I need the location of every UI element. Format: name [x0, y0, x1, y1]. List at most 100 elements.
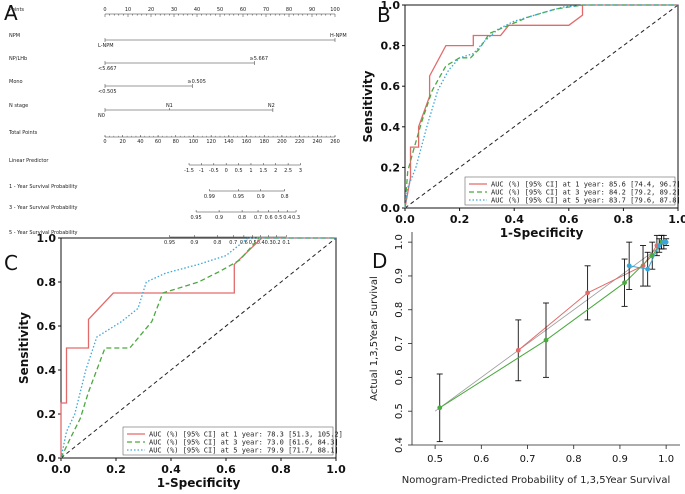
roc-curve-blue — [404, 4, 678, 209]
probability-tick-label: 1.5 — [259, 168, 267, 174]
y-tick-label: 1.0 — [394, 234, 405, 250]
y-tick-label: 0.5 — [394, 403, 405, 419]
total-points-tick-label: 160 — [242, 139, 252, 145]
calibration-point-green — [622, 280, 627, 286]
x-axis-title: Nomogram-Predicted Probability of 1,3,5Y… — [402, 475, 671, 486]
probability-tick-label: -0.5 — [209, 168, 219, 174]
roc-curve-red — [404, 4, 678, 209]
nomogram-row-label: 5 - Year Survival Probability — [9, 230, 78, 236]
y-tick-label: 0.7 — [394, 336, 405, 352]
legend-entry: AUC (%) [95% CI] at 1 year: 85.6 [74.4, … — [491, 181, 681, 189]
total-points-tick-label: 0 — [103, 139, 106, 145]
points-tick-label: 30 — [171, 7, 177, 13]
probability-tick-label: 0.5 — [249, 240, 257, 246]
probability-tick-label: 0.6 — [265, 215, 273, 221]
legend-entry: AUC (%) [95% CI] at 3 year: 73.0 [61.6, … — [149, 439, 339, 447]
x-tick-label: 0.9 — [612, 454, 628, 465]
x-tick-label: 0.0 — [51, 463, 71, 476]
probability-tick-label: 0.3 — [292, 215, 300, 221]
points-tick-label: 50 — [217, 7, 223, 13]
calibration-point-blue — [656, 243, 662, 248]
points-tick-label: 10 — [125, 7, 131, 13]
variable-mid-label: N1 — [166, 103, 173, 109]
y-tick-label: 0.6 — [394, 369, 405, 385]
probability-tick-label: 0.5 — [235, 168, 243, 174]
plot-frame — [60, 237, 337, 459]
x-tick-label: 0.2 — [106, 463, 126, 476]
y-tick-label: 1.0 — [381, 0, 401, 12]
variable-low-label: N0 — [98, 113, 105, 119]
variable-low-label: <0.505 — [98, 89, 117, 95]
x-tick-label: 0.8 — [614, 213, 634, 226]
y-axis-title: Actual 1,3,5Year Survival — [369, 276, 380, 401]
probability-tick-label: 0.95 — [191, 215, 202, 221]
y-tick-label: 0.0 — [37, 452, 57, 465]
y-tick-label: 0.2 — [37, 408, 57, 421]
points-tick-label: 90 — [309, 7, 315, 13]
probability-tick-label: 0 — [225, 168, 228, 174]
probability-tick-label: 0.7 — [229, 240, 237, 246]
points-tick-label: 20 — [148, 7, 154, 13]
calibration-line-red — [517, 241, 662, 351]
reference-diagonal — [60, 237, 337, 459]
x-tick-label: 1.0 — [658, 454, 674, 465]
probability-tick-label: 0.2 — [273, 240, 281, 246]
x-tick-label: 0.4 — [504, 213, 524, 226]
roc-chart-c: 0.0 0.2 0.4 0.6 0.8 1.0 0.0 0.2 0.4 0.6 0.8 1.0 1-Sp… — [17, 232, 346, 490]
total-points-tick-label: 180 — [259, 139, 269, 145]
y-tick-label: 0.4 — [37, 364, 57, 377]
nomogram-row-label: 1 - Year Survival Probability — [9, 184, 78, 190]
points-tick-label: 100 — [330, 7, 340, 13]
probability-tick-label: 0.9 — [257, 194, 265, 200]
x-tick-label: 0.6 — [473, 454, 489, 465]
calibration-chart-d: 0.5 0.6 0.7 0.8 0.9 1.0 0.4 0.5 0.6 0.7 0.8 0.9 1.0 N… — [369, 232, 680, 486]
nomogram-row-label: 3 - Year Survival Probability — [9, 205, 78, 211]
total-points-tick-label: 260 — [330, 139, 340, 145]
calibration-point-red — [515, 347, 521, 353]
calibration-point-blue — [626, 263, 632, 269]
points-tick-label: 40 — [194, 7, 200, 13]
y-tick-label: 0.8 — [381, 40, 401, 53]
x-axis-title: 1-Specificity — [500, 226, 584, 240]
variable-high-label: ≥5.667 — [250, 56, 269, 62]
x-tick-label: 0.0 — [395, 213, 415, 226]
total-points-tick-label: 240 — [313, 139, 323, 145]
y-axis-title: Sensitivity — [17, 312, 31, 384]
calibration-point-blue — [645, 266, 651, 272]
probability-tick-label: 1 — [249, 168, 252, 174]
total-points-tick-label: 60 — [155, 139, 161, 145]
y-tick-label: 0.4 — [394, 437, 405, 453]
probability-tick-label: 0.9 — [190, 240, 198, 246]
ideal-line — [434, 241, 667, 412]
variable-high-label: ≥0.505 — [187, 79, 206, 85]
panel-d-letter: D — [372, 249, 387, 273]
y-tick-label: 0.0 — [381, 202, 401, 215]
x-tick-label: 0.8 — [566, 454, 582, 465]
nomogram-row-label: Mono — [9, 79, 23, 85]
x-tick-label: 0.6 — [559, 213, 579, 226]
total-points-tick-label: 220 — [295, 139, 305, 145]
roc-curve-blue — [60, 237, 336, 459]
probability-tick-label: 0.1 — [282, 240, 290, 246]
total-points-tick-label: 20 — [120, 139, 126, 145]
legend-entry: AUC (%) [95% CI] at 1 year: 78.3 [51.3, … — [149, 431, 343, 439]
x-tick-label: 0.2 — [450, 213, 470, 226]
x-axis-title: 1-Specificity — [157, 476, 241, 490]
calibration-point-green — [543, 337, 549, 343]
y-tick-label: 0.6 — [37, 320, 57, 333]
y-axis-title: Sensitivity — [361, 70, 375, 142]
roc-chart-b: 0.0 0.2 0.4 0.6 0.8 1.0 0.0 0.2 0.4 0.6 0.8 1.0 1-Sp… — [361, 0, 685, 240]
probability-tick-label: 0.5 — [274, 215, 282, 221]
y-tick-label: 1.0 — [37, 232, 57, 245]
panel-b-letter: B — [377, 3, 391, 27]
roc-curve-green — [60, 237, 336, 459]
nomogram: Points 0 10 20 30 40 50 60 70 80 90 100NPML-NPMH-NP… — [8, 7, 347, 246]
y-tick-label: 0.6 — [381, 80, 401, 93]
total-points-tick-label: 120 — [206, 139, 216, 145]
x-tick-label: 0.6 — [216, 463, 236, 476]
probability-tick-label: 0.4 — [283, 215, 291, 221]
legend-entry: AUC (%) [95% CI] at 3 year: 84.2 [79.2, … — [491, 189, 681, 197]
calibration-point-red — [585, 290, 590, 296]
legend-entry: AUC (%) [95% CI] at 5 year: 83.7 [79.6, … — [491, 197, 681, 205]
nomogram-row-label: Points — [9, 7, 24, 13]
